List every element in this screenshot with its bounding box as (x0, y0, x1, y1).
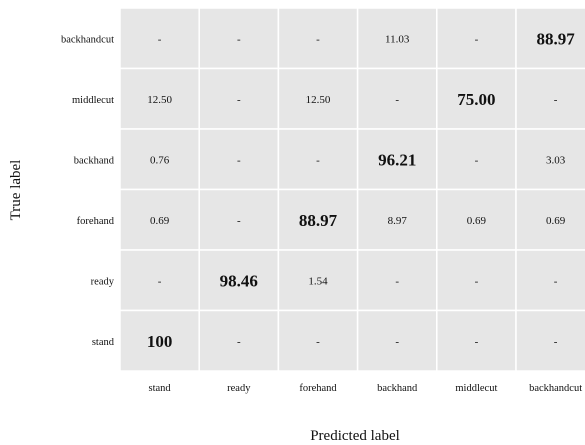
cell-value: 88.97 (299, 211, 338, 230)
cell-value: - (475, 336, 479, 348)
cell-value: - (395, 336, 399, 348)
cell-value: 0.76 (150, 154, 170, 166)
cell-value: - (237, 215, 241, 227)
cell-value: 0.69 (546, 215, 566, 227)
cell-value: - (237, 94, 241, 106)
cell-value: 3.03 (546, 154, 566, 166)
matrix-cell (198, 7, 280, 70)
cell-value: - (316, 33, 320, 45)
x-tick-label: stand (149, 383, 172, 394)
cell-value: 96.21 (378, 150, 416, 169)
cell-value: 8.97 (388, 215, 408, 227)
matrix-cell (356, 309, 438, 372)
cell-value: 0.69 (467, 215, 487, 227)
matrix-cell (436, 67, 517, 130)
cell-value: 0.69 (150, 215, 170, 227)
matrix-cell (356, 67, 438, 130)
cell-value: 88.97 (536, 29, 575, 48)
x-tick-label: ready (227, 383, 251, 394)
cell-value: 12.50 (147, 94, 172, 106)
matrix-cell (119, 67, 200, 130)
matrix-cell (198, 249, 280, 312)
cell-value: - (554, 94, 558, 106)
cell-value: 75.00 (457, 90, 495, 109)
matrix-cell (436, 188, 517, 251)
matrix-cell (515, 249, 585, 312)
x-tick-label: middlecut (455, 383, 497, 394)
cell-value: - (475, 275, 479, 287)
cell-value: 11.03 (385, 33, 410, 45)
cell-value: - (554, 275, 558, 287)
cell-value: - (395, 275, 399, 287)
matrix-cell (198, 188, 280, 251)
matrix-cell (356, 188, 438, 251)
matrix-cell (356, 128, 438, 191)
matrix-cell (515, 188, 585, 251)
cell-value: - (316, 336, 320, 348)
matrix-cell (436, 309, 517, 372)
matrix-cell (119, 309, 200, 372)
cell-value: - (316, 154, 320, 166)
cell-value: - (237, 154, 241, 166)
cell-value: 100 (147, 332, 173, 351)
matrix-cell (277, 188, 359, 251)
matrix-cell (119, 128, 200, 191)
y-tick-label: stand (92, 337, 115, 348)
cell-value: - (237, 336, 241, 348)
cell-value: - (475, 33, 479, 45)
cell-value: 12.50 (306, 94, 331, 106)
cell-value: - (395, 94, 399, 106)
y-tick-label: backhand (74, 155, 115, 166)
x-tick-label: backhand (377, 383, 418, 394)
cell-value: - (554, 336, 558, 348)
cell-value: 98.46 (220, 271, 258, 290)
y-tick-label: middlecut (72, 95, 114, 106)
matrix-cell (119, 188, 200, 251)
matrix-cell (515, 128, 585, 191)
matrix-cell (198, 309, 280, 372)
cell-value: 1.54 (308, 275, 328, 287)
x-axis-title: Predicted label (310, 428, 400, 444)
cell-value: - (475, 154, 479, 166)
matrix-cell (356, 249, 438, 312)
y-tick-label: backhandcut (61, 34, 114, 45)
cell-value: - (158, 33, 162, 45)
matrix-cell (515, 309, 585, 372)
cell-value: - (237, 33, 241, 45)
matrix-cell (198, 128, 280, 191)
matrix-cell (119, 7, 200, 70)
matrix-cell (515, 67, 585, 130)
x-tick-label: backhandcut (529, 383, 582, 394)
y-tick-label: ready (91, 276, 115, 287)
cell-value: - (158, 275, 162, 287)
matrix-cell (515, 7, 585, 70)
y-tick-label: forehand (77, 216, 115, 227)
x-tick-label: forehand (299, 383, 337, 394)
y-axis-title: True label (8, 160, 24, 221)
